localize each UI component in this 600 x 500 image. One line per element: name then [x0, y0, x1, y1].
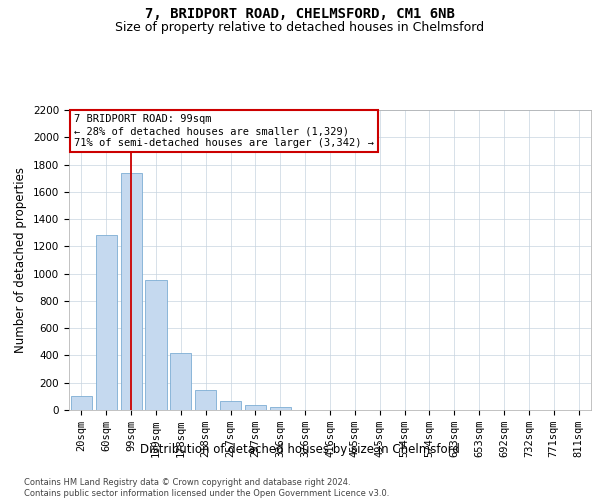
- Bar: [220, 401, 241, 410]
- Text: 7 BRIDPORT ROAD: 99sqm
← 28% of detached houses are smaller (1,329)
71% of semi-: 7 BRIDPORT ROAD: 99sqm ← 28% of detached…: [74, 114, 374, 148]
- Bar: [245, 405, 266, 410]
- Text: Size of property relative to detached houses in Chelmsford: Size of property relative to detached ho…: [115, 21, 485, 34]
- Bar: [71, 396, 92, 410]
- Bar: [170, 352, 191, 410]
- Bar: [145, 280, 167, 410]
- Y-axis label: Number of detached properties: Number of detached properties: [14, 167, 28, 353]
- Text: Distribution of detached houses by size in Chelmsford: Distribution of detached houses by size …: [140, 442, 460, 456]
- Bar: [270, 408, 291, 410]
- Bar: [96, 236, 117, 410]
- Bar: [121, 172, 142, 410]
- Bar: [195, 390, 216, 410]
- Text: 7, BRIDPORT ROAD, CHELMSFORD, CM1 6NB: 7, BRIDPORT ROAD, CHELMSFORD, CM1 6NB: [145, 8, 455, 22]
- Text: Contains HM Land Registry data © Crown copyright and database right 2024.
Contai: Contains HM Land Registry data © Crown c…: [24, 478, 389, 498]
